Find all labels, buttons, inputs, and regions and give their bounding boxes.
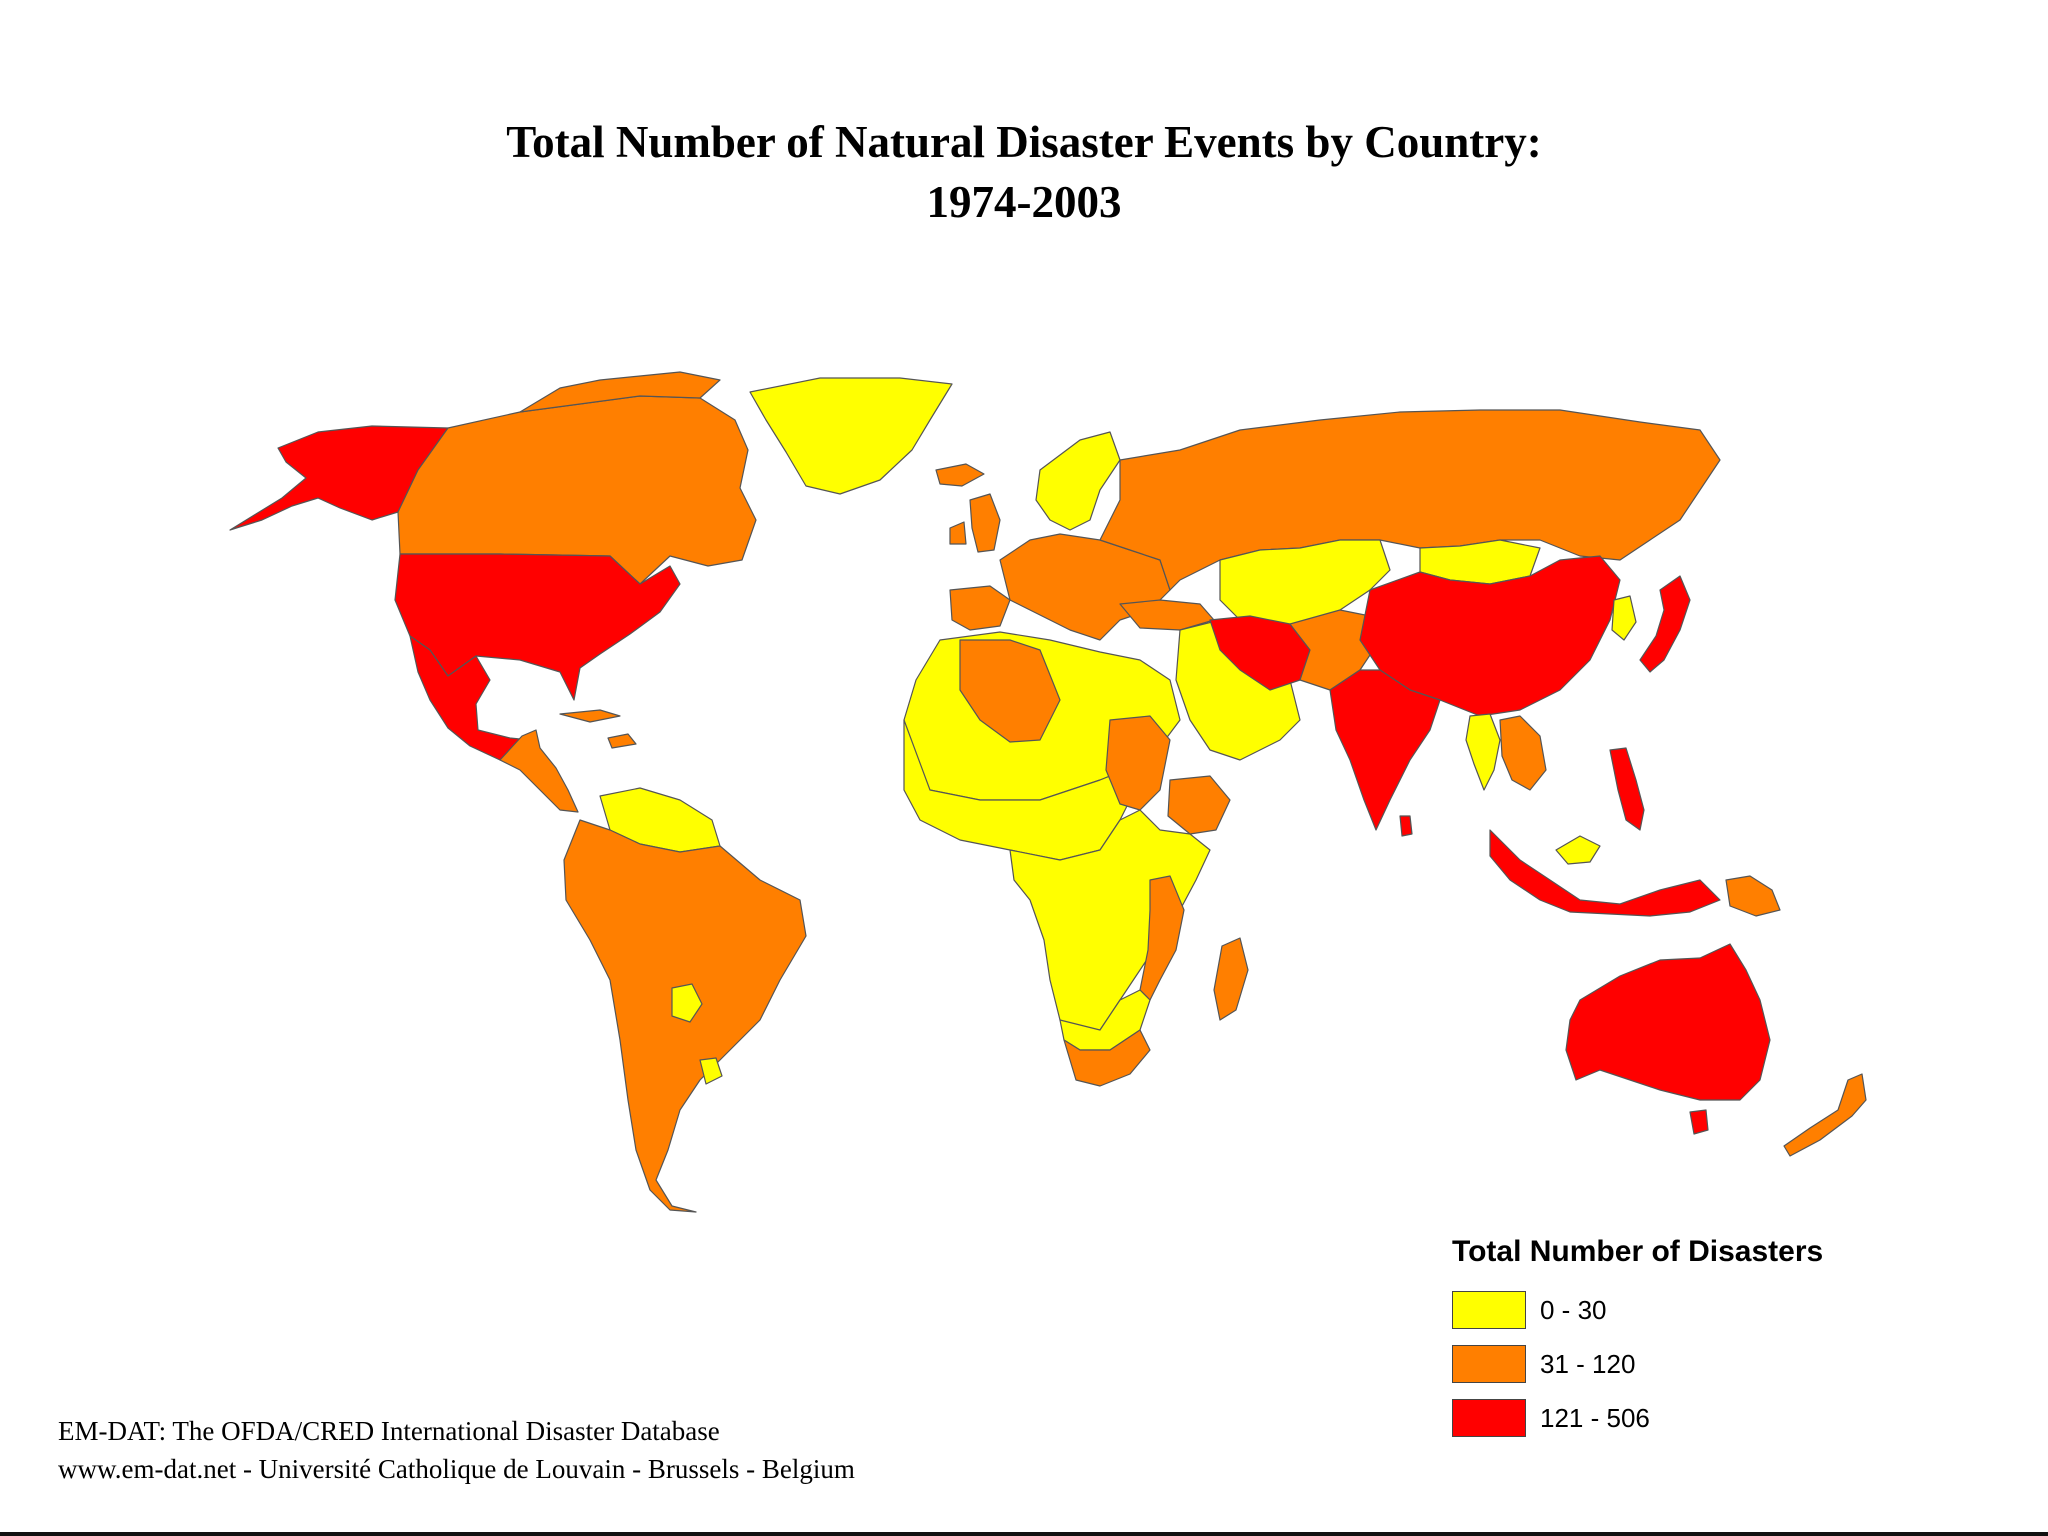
source-credit-line2: www.em-dat.net - Université Catholique d… (58, 1454, 855, 1484)
region-paraguay (671, 983, 703, 1023)
map-legend: Total Number of Disasters 0 - 30 31 - 12… (1452, 1232, 1872, 1452)
legend-swatch-high (1452, 1399, 1526, 1437)
region-philippines (1609, 747, 1645, 831)
region-myanmar-thailand (1465, 713, 1501, 791)
region-british-isles (949, 493, 1001, 553)
region-southeast-asia (1499, 715, 1547, 791)
region-japan (1639, 575, 1691, 673)
bottom-rule (0, 1532, 2048, 1536)
legend-title: Total Number of Disasters (1452, 1235, 1824, 1268)
map-title-line2: 1974-2003 (926, 177, 1122, 227)
region-tasmania (1689, 1109, 1709, 1135)
map-title: Total Number of Natural Disaster Events … (0, 112, 2048, 232)
region-papua-new-guinea (1725, 875, 1781, 917)
region-russia (1099, 409, 1721, 591)
region-south-africa (1063, 1029, 1151, 1087)
legend-item: 121 - 506 (1452, 1398, 1872, 1438)
region-indonesia (1489, 829, 1721, 917)
region-caribbean (559, 709, 637, 749)
region-iberia (949, 585, 1011, 631)
map-title-line1: Total Number of Natural Disaster Events … (506, 117, 1542, 167)
legend-label: 121 - 506 (1540, 1402, 1650, 1433)
region-canada-islands (519, 371, 721, 413)
region-iceland (935, 463, 985, 487)
region-malaysia (1555, 835, 1601, 865)
region-korea (1611, 595, 1637, 641)
legend-item: 0 - 30 (1452, 1290, 1872, 1330)
region-central-america (499, 729, 579, 813)
region-ethiopia (1167, 775, 1231, 835)
region-india (1329, 669, 1441, 831)
region-scandinavia (1035, 431, 1121, 531)
legend-label: 0 - 30 (1540, 1294, 1607, 1325)
legend-label: 31 - 120 (1540, 1348, 1636, 1379)
legend-swatch-mid (1452, 1345, 1526, 1383)
region-alaska (229, 425, 449, 531)
region-sudan (1105, 715, 1171, 811)
region-mozambique-malawi (1139, 875, 1185, 1001)
region-algeria (959, 639, 1061, 743)
region-greenland (749, 377, 953, 495)
source-credit: EM-DAT: The OFDA/CRED International Disa… (58, 1412, 855, 1488)
legend-item: 31 - 120 (1452, 1344, 1872, 1384)
source-credit-line1: EM-DAT: The OFDA/CRED International Disa… (58, 1416, 720, 1446)
region-new-zealand (1783, 1073, 1867, 1157)
region-australia (1565, 943, 1771, 1101)
region-sri-lanka (1399, 815, 1413, 837)
region-uruguay (699, 1057, 723, 1085)
region-madagascar (1213, 937, 1249, 1021)
legend-swatch-low (1452, 1291, 1526, 1329)
